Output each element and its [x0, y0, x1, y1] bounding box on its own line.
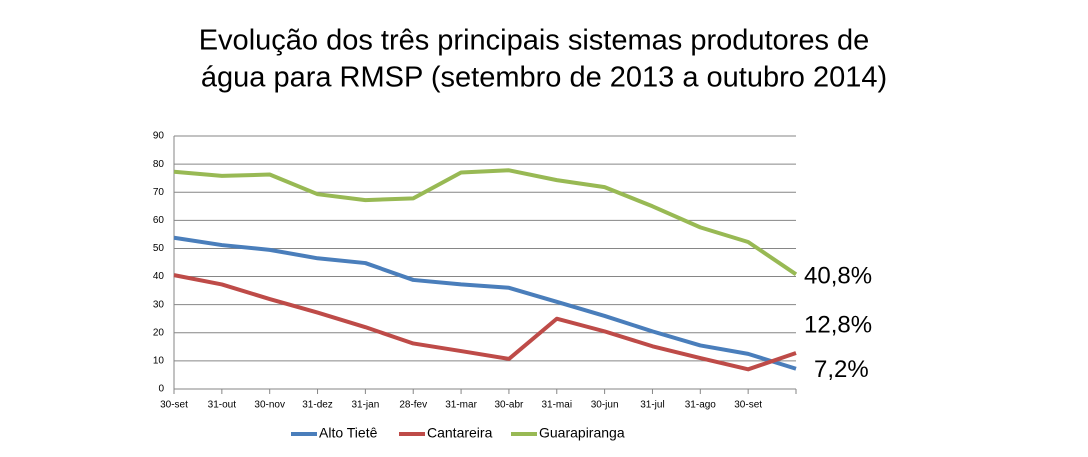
annotation: 12,8% [804, 311, 872, 338]
y-tick-label: 10 [153, 356, 165, 367]
y-tick-label: 70 [153, 187, 165, 198]
y-tick-label: 0 [158, 384, 164, 395]
y-tick-label: 80 [153, 159, 165, 170]
x-tick-label: 30-jun [591, 400, 619, 411]
y-tick-label: 20 [153, 327, 165, 338]
y-tick-label: 50 [153, 243, 165, 254]
legend-label: Guarapiranga [539, 425, 625, 441]
x-tick-label: 30-set [160, 400, 188, 411]
annotation: 7,2% [814, 356, 869, 383]
chart-title: Evolução dos três principais sistemas pr… [199, 25, 870, 57]
series-line [173, 168, 798, 276]
x-tick-label: 30-abr [494, 400, 524, 411]
x-tick-label: 28-fev [399, 400, 427, 411]
x-tick-label: 31-ago [685, 400, 717, 411]
x-tick-label: 30-nov [254, 400, 285, 411]
series-line [173, 235, 797, 371]
y-tick-label: 40 [153, 271, 165, 282]
x-tick-label: 31-jul [640, 400, 664, 411]
y-tick-label: 30 [153, 299, 165, 310]
x-tick-label: 31-mai [541, 400, 572, 411]
x-tick-label: 30-set [734, 400, 762, 411]
chart-title: água para RMSP (setembro de 2013 a outub… [201, 62, 887, 94]
y-tick-label: 60 [153, 215, 165, 226]
x-tick-label: 31-out [208, 400, 237, 411]
x-tick-label: 31-mar [445, 400, 477, 411]
legend-label: Cantareira [427, 425, 493, 441]
x-tick-label: 31-jan [351, 400, 379, 411]
annotation: 40,8% [804, 263, 872, 290]
legend-label: Alto Tietê [319, 425, 378, 441]
x-tick-label: 31-dez [302, 400, 333, 411]
y-tick-label: 90 [153, 131, 165, 142]
series-line [173, 273, 797, 372]
